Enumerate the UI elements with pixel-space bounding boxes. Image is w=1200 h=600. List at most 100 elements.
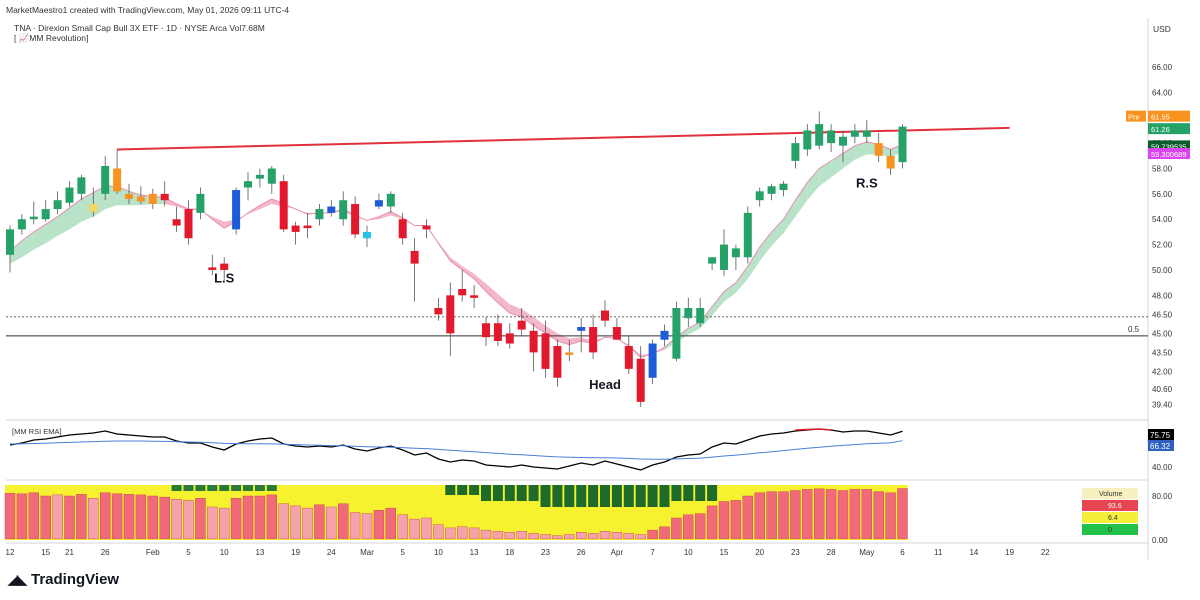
- ema-ribbon-segment: [69, 198, 82, 230]
- candle-body: [684, 308, 693, 319]
- indicator-legend[interactable]: [ 📈MM Revolution]: [14, 33, 89, 43]
- flux-bar: [706, 505, 718, 540]
- candle-body: [827, 130, 836, 144]
- flux-green-block: [219, 485, 230, 491]
- flux-green-block: [254, 485, 265, 491]
- pattern-annotation: L.S: [214, 271, 235, 286]
- rsi-y-tick: 40.00: [1152, 463, 1173, 472]
- flux-bar: [409, 518, 420, 540]
- candle-body: [279, 181, 288, 230]
- flux-green-block: [528, 485, 539, 501]
- flux-bar: [207, 506, 218, 540]
- flux-table-header-bg: [1082, 488, 1138, 499]
- currency-label[interactable]: USD: [1153, 24, 1171, 34]
- y-tick-label: 66.00: [1152, 63, 1173, 72]
- flux-bar: [659, 526, 670, 540]
- candle-body: [434, 308, 443, 315]
- flux-green-block: [445, 485, 456, 495]
- candle-body: [458, 288, 467, 296]
- y-tick-label: 42.00: [1152, 367, 1173, 376]
- flux-bar: [433, 524, 444, 540]
- ema-ribbon-segment: [569, 337, 582, 345]
- x-tick-label: 5: [400, 548, 405, 557]
- candle-body: [624, 346, 633, 369]
- flux-table-row-bg: [1082, 524, 1138, 535]
- flux-green-block: [611, 485, 622, 507]
- x-tick-label: 19: [1005, 548, 1014, 557]
- x-tick-label: Mar: [360, 548, 374, 557]
- flux-green-block: [552, 485, 563, 507]
- candle-body: [446, 295, 455, 334]
- flux-bar: [76, 494, 87, 540]
- y-tick-label: 64.00: [1152, 88, 1173, 97]
- flux-bar: [183, 500, 194, 540]
- flux-green-block: [492, 485, 503, 501]
- flux-bar: [242, 495, 254, 540]
- flux-bar: [40, 495, 51, 540]
- y-tick-label: 52.00: [1152, 241, 1173, 250]
- flux-bar: [754, 492, 765, 540]
- candle-body: [636, 358, 645, 402]
- flux-green-block: [207, 485, 218, 491]
- x-tick-label: Apr: [611, 548, 624, 557]
- ema-ribbon-segment: [545, 325, 558, 341]
- candle-body: [208, 267, 217, 270]
- rsi-line: [9, 428, 903, 471]
- candle-body: [291, 225, 300, 232]
- candle-body: [517, 320, 526, 330]
- candle-body: [6, 229, 14, 255]
- candle-body: [815, 124, 824, 146]
- candle-body: [303, 225, 312, 229]
- ema-ribbon-segment: [378, 211, 391, 220]
- ema-ribbon-segment: [45, 216, 58, 244]
- flux-bar: [492, 531, 504, 540]
- candle-body: [660, 330, 669, 340]
- y-tick-label: 46.50: [1152, 310, 1173, 319]
- flux-table-value: 0: [1108, 527, 1112, 534]
- flux-green-block: [600, 485, 610, 507]
- ema-ribbon-segment: [712, 291, 724, 316]
- flux-bar: [385, 507, 396, 540]
- candle-body: [184, 209, 193, 239]
- flux-bar: [457, 526, 468, 540]
- flux-green-block: [671, 485, 682, 501]
- candle-body: [65, 187, 74, 203]
- flux-bar: [111, 493, 123, 540]
- flux-bar: [730, 500, 742, 540]
- flux-green-block: [516, 485, 527, 501]
- ema-ribbon-segment: [771, 219, 784, 246]
- ema-ribbon-segment: [735, 266, 748, 293]
- rsi-value-label: 75.75: [1150, 431, 1171, 440]
- candle-body: [672, 308, 681, 359]
- candle-body: [743, 212, 752, 258]
- flux-bar: [528, 533, 539, 540]
- price-label-value: 59.739535: [1151, 142, 1186, 151]
- x-tick-label: 19: [291, 548, 300, 557]
- candle-body: [779, 183, 788, 191]
- x-tick-label: 15: [720, 548, 729, 557]
- flux-bar: [599, 531, 611, 540]
- ema-ribbon-segment: [759, 231, 772, 262]
- candle-body: [53, 200, 62, 210]
- candle-body: [410, 250, 419, 264]
- y-tick-label: 50.00: [1152, 266, 1173, 275]
- flux-bar: [564, 534, 575, 540]
- symbol-title[interactable]: TNA · Direxion Small Cap Bull 3X ETF · 1…: [14, 23, 265, 33]
- candle-body: [493, 323, 502, 341]
- candle-body: [148, 193, 157, 204]
- y-tick-label: 45.00: [1152, 329, 1173, 338]
- flux-green-block: [504, 485, 515, 501]
- y-tick-label: 40.60: [1152, 385, 1173, 394]
- candle-body: [612, 327, 621, 340]
- flux-green-block: [683, 485, 694, 501]
- x-tick-label: 23: [791, 548, 800, 557]
- resistance-trendline: [117, 126, 1010, 151]
- ema-ribbon-segment: [33, 224, 46, 250]
- flux-green-block: [635, 485, 646, 507]
- flux-bar: [230, 498, 242, 540]
- flux-bar: [4, 493, 16, 540]
- flux-green-block: [457, 485, 468, 495]
- flux-green-block: [266, 485, 277, 491]
- x-tick-label: 12: [6, 548, 15, 557]
